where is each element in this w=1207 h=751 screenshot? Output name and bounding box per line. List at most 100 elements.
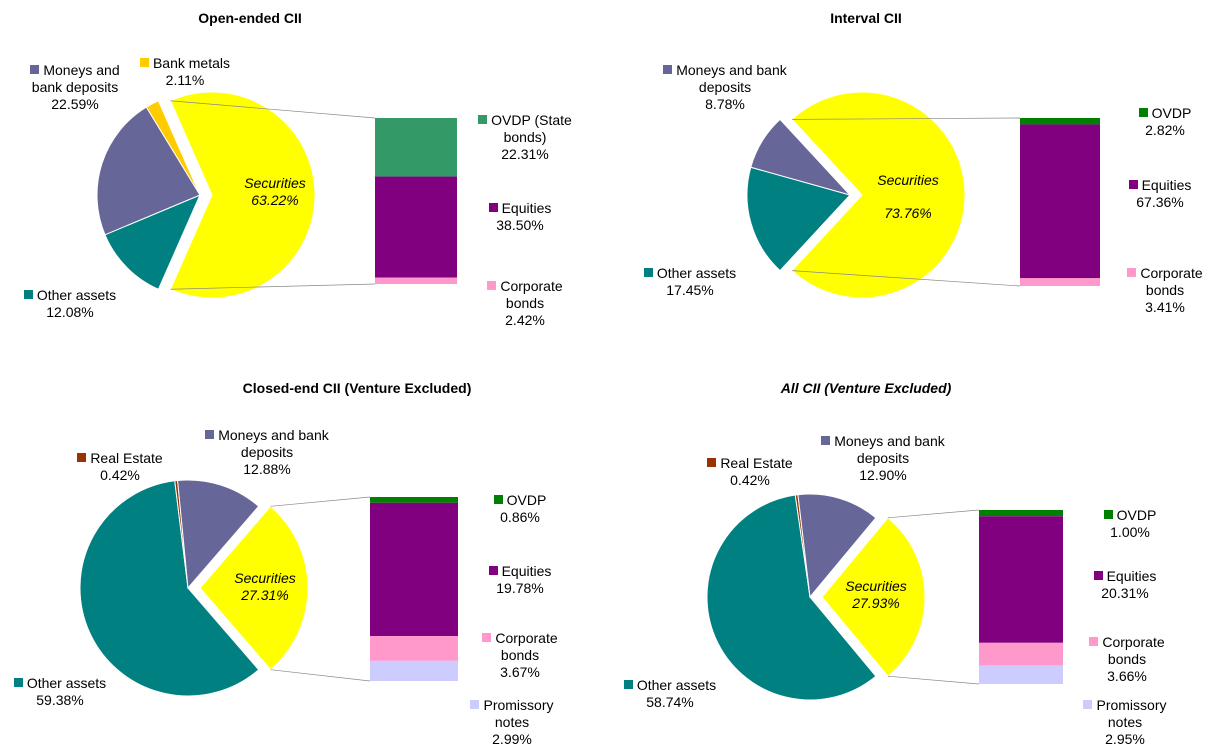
bar-name: OVDP [506, 492, 547, 508]
bar-label: OVDP 1.00% [1090, 507, 1170, 541]
slice-value: 2.11% [165, 72, 205, 88]
slice-name: Bank metals [152, 55, 231, 71]
slice-label: Other assets 12.08% [10, 287, 130, 321]
connector [887, 675, 980, 685]
slice-value: 17.45% [666, 282, 714, 298]
slice-name: Moneys and bank deposits [31, 62, 120, 95]
pie-slice [797, 493, 877, 599]
slice-name: Securities [244, 175, 306, 191]
slice-label: Moneys and bank deposits 12.90% [818, 433, 948, 484]
bar-label: Promissory notes 2.99% [457, 697, 567, 748]
connector [270, 496, 371, 507]
legend-marker [623, 680, 633, 689]
legend-marker [77, 453, 87, 462]
legend-marker [482, 633, 492, 642]
legend-marker [663, 65, 673, 74]
bar-name: Promissory notes [1096, 697, 1167, 730]
connector [887, 509, 980, 519]
slice-name: Moneys and bank deposits [218, 427, 329, 460]
bar-value: 2.42% [505, 312, 545, 328]
slice-value: 22.59% [51, 96, 99, 112]
chart-title: Open-ended CII [198, 10, 302, 26]
bar-value: 20.31% [1101, 585, 1149, 601]
bar-value: 2.99% [492, 731, 532, 747]
bar-label: Equities 67.36% [1120, 177, 1200, 211]
slice-name: Securities [877, 172, 939, 188]
legend-marker [1103, 510, 1113, 519]
bar-segment [979, 510, 1063, 517]
legend-marker [23, 290, 33, 299]
slice-name: Real Estate [90, 450, 163, 466]
legend-marker [488, 203, 498, 212]
slice-value: 73.76% [884, 205, 932, 221]
slice-label: Moneys and bank deposits 8.78% [660, 62, 790, 113]
slice-label: Other assets 58.74% [605, 677, 735, 711]
legend-marker [470, 700, 480, 709]
slice-name: Moneys and bank deposits [676, 62, 787, 95]
bar-label: OVDP 2.82% [1125, 105, 1205, 139]
legend-marker [1083, 700, 1093, 709]
legend-marker [13, 678, 23, 687]
slice-name: Real Estate [720, 455, 793, 471]
bar-value: 3.67% [500, 664, 540, 680]
legend-marker [1089, 637, 1099, 646]
slice-label: Other assets 17.45% [630, 265, 750, 299]
pie-slice [746, 166, 851, 272]
legend-marker [1128, 180, 1138, 189]
legend-marker [488, 566, 498, 575]
bar-value: 2.95% [1105, 731, 1145, 747]
connector [270, 669, 371, 682]
bar-label: Equities 19.78% [480, 563, 560, 597]
bar-label: Corporate bonds 3.67% [470, 630, 570, 681]
bar-segment [979, 665, 1063, 684]
legend-marker [478, 115, 488, 124]
bar-value: 0.86% [500, 509, 540, 525]
bar-name: Equities [1106, 568, 1157, 584]
bar-label: Promissory notes 2.95% [1070, 697, 1180, 748]
bar-label: Corporate bonds 3.41% [1115, 265, 1207, 316]
bar-segment [979, 516, 1063, 643]
bar-segment [375, 176, 457, 278]
bar-label: OVDP 0.86% [480, 492, 560, 526]
slice-label: Real Estate 0.42% [700, 455, 800, 489]
bar-segment [370, 660, 458, 681]
pie-slice [750, 118, 852, 196]
slice-label: Moneys and bank deposits 22.59% [15, 62, 135, 113]
bar-segment [979, 642, 1063, 666]
bar-value: 38.50% [496, 217, 544, 233]
securities-label: Securities 27.31% [234, 570, 295, 604]
slice-name: Other assets [36, 287, 117, 303]
bar-name: Corporate bonds [1140, 265, 1203, 298]
pie-slice [177, 479, 260, 590]
slice-label: Moneys and bank deposits 12.88% [202, 427, 332, 478]
legend-marker [1138, 108, 1148, 117]
bar-segment [375, 118, 457, 177]
legend-marker [821, 436, 831, 445]
pie-slice [104, 194, 201, 290]
slice-label: Real Estate 0.42% [70, 450, 170, 484]
slice-value: 12.88% [243, 461, 291, 477]
pie-slice [96, 106, 201, 236]
securities-label: Securities 63.22% [244, 175, 305, 209]
slice-value: 12.08% [46, 304, 94, 320]
bar-label: Equities 38.50% [470, 200, 570, 234]
bar-name: OVDP (State bonds) [491, 112, 572, 145]
slice-name: Securities [845, 578, 907, 594]
bar-value: 67.36% [1136, 194, 1184, 210]
bar-segment [375, 277, 457, 284]
bar-segment [370, 497, 458, 503]
bar-name: Corporate bonds [500, 278, 563, 311]
bar-segment [1020, 124, 1100, 279]
slice-value: 8.78% [705, 96, 745, 112]
slice-value: 27.93% [852, 595, 900, 611]
legend-marker [643, 268, 653, 277]
bar-segment [1020, 278, 1100, 286]
chart-title: All CII (Venture Excluded) [780, 380, 952, 396]
pie-slice [706, 494, 877, 701]
bar-value: 3.66% [1107, 668, 1147, 684]
pie-slice [791, 91, 966, 299]
legend-marker [487, 281, 497, 290]
pie-slice [821, 517, 926, 677]
